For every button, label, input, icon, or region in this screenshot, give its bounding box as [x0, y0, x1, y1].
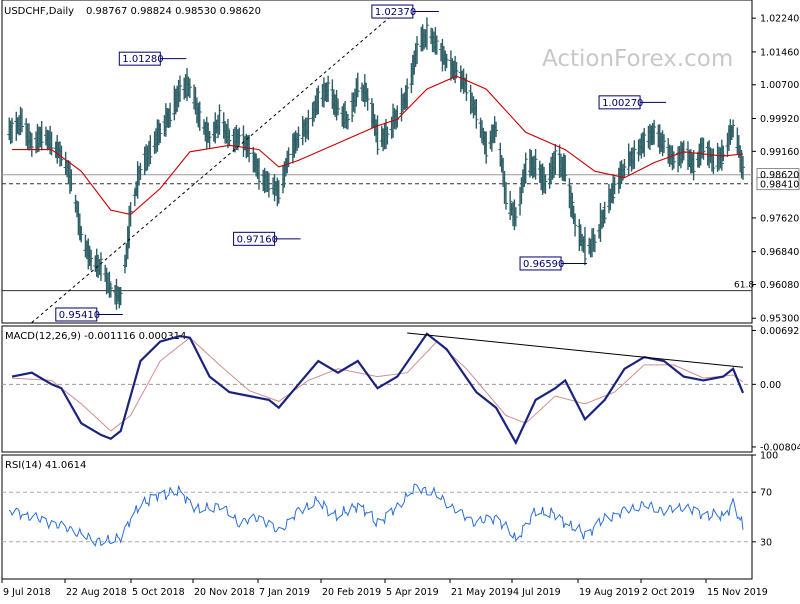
x-tick-label: 20 Nov 2018: [194, 587, 255, 598]
macd-label: MACD(12,26,9) -0.001116 0.000314: [5, 331, 186, 342]
x-axis: 9 Jul 2018 22 Aug 2018 5 Oct 2018 20 Nov 20…: [1, 579, 768, 598]
macd-tick-label: 0.00: [760, 380, 781, 391]
fib-level-label: 61.8: [734, 281, 754, 291]
rsi-panel: RSI(14) 41.0614 100 70 30: [1, 451, 778, 580]
macd-y-axis: 0.006927 0.00 -0.008049: [752, 326, 800, 453]
x-tick-label: 5 Apr 2019: [386, 587, 439, 598]
macd-panel: MACD(12,26,9) -0.001116 0.000314 0.00692…: [1, 325, 800, 453]
price-current-tag: [756, 177, 800, 191]
x-tick-label: 9 Jul 2018: [3, 587, 51, 598]
rsi-tick-label: 100: [760, 451, 778, 462]
price-tick-label: 1.00700: [760, 80, 799, 91]
key-level-label: 0.96590: [523, 259, 564, 270]
key-level-label: 1.00270: [602, 98, 643, 109]
price-tick-label: 0.96840: [760, 247, 799, 258]
rsi-tick-label: 30: [760, 537, 772, 548]
rsi-tick-label: 70: [760, 488, 772, 499]
price-header-text: USDCHF,Daily: [4, 6, 74, 17]
rsi-lines: [2, 483, 752, 547]
price-tick-label: 0.96080: [760, 280, 799, 291]
price-tick-label: 0.98620: [760, 170, 799, 181]
macd-tick-label: -0.008049: [760, 442, 800, 453]
price-header-ohlc: 0.98767 0.98824 0.98530 0.98620: [86, 6, 261, 17]
x-tick-label: 7 Jan 2019: [259, 587, 310, 598]
macd-trendline: [407, 332, 744, 368]
x-tick-label: 15 Nov 2019: [707, 587, 768, 598]
price-tick-label: 1.02240: [760, 14, 799, 25]
key-level-label: 1.02370: [375, 7, 416, 18]
x-tick-label: 4 Jul 2019: [513, 587, 561, 598]
price-moving-average: [12, 75, 744, 216]
price-bars: [7, 17, 745, 310]
price-tick-label: 0.99160: [760, 147, 799, 158]
price-tick-label: 1.01460: [760, 47, 799, 58]
price-reference-lines: 61.8: [2, 174, 754, 292]
price-tick-label: 0.95300: [760, 314, 799, 325]
x-tick-label: 19 Aug 2019: [579, 587, 640, 598]
key-level-label: 1.01280: [122, 54, 163, 65]
macd-lines: [2, 332, 752, 446]
macd-signal-line: [12, 337, 744, 432]
rsi-panel-frame: [1, 454, 753, 580]
x-tick-label: 22 Aug 2018: [66, 587, 127, 598]
price-tick-label: 0.98410: [760, 179, 799, 190]
x-tick-label: 5 Oct 2018: [132, 587, 185, 598]
watermark: ActionForex.com: [542, 46, 733, 72]
x-tick-label: 20 Feb 2019: [322, 587, 381, 598]
price-callouts: 1.02370 1.01280 1.00270 0.97160 0.96590 0.954…: [31, 4, 667, 323]
price-y-axis: 1.02240 1.01460 1.00700 0.99920 0.99160 0.986…: [752, 14, 800, 325]
price-tick-label: 0.97620: [760, 213, 799, 224]
x-tick-label: 2 Oct 2019: [642, 587, 695, 598]
price-moving-average-layer: [12, 75, 744, 216]
key-level-label: 0.95410: [59, 310, 100, 321]
macd-tick-label: 0.006927: [760, 326, 800, 337]
rsi-y-axis: 100 70 30: [752, 451, 778, 548]
price-trendline: [31, 4, 405, 323]
macd-line: [11, 332, 745, 446]
x-tick-label: 21 May 2019: [451, 587, 513, 598]
rsi-label: RSI(14) 41.0614: [5, 460, 86, 471]
price-panel: USDCHF,Daily 0.98767 0.98824 0.98530 0.9…: [1, 0, 800, 325]
key-level-label: 0.97160: [237, 234, 278, 245]
rsi-line: [8, 483, 744, 547]
price-tick-label: 0.99920: [760, 114, 799, 125]
